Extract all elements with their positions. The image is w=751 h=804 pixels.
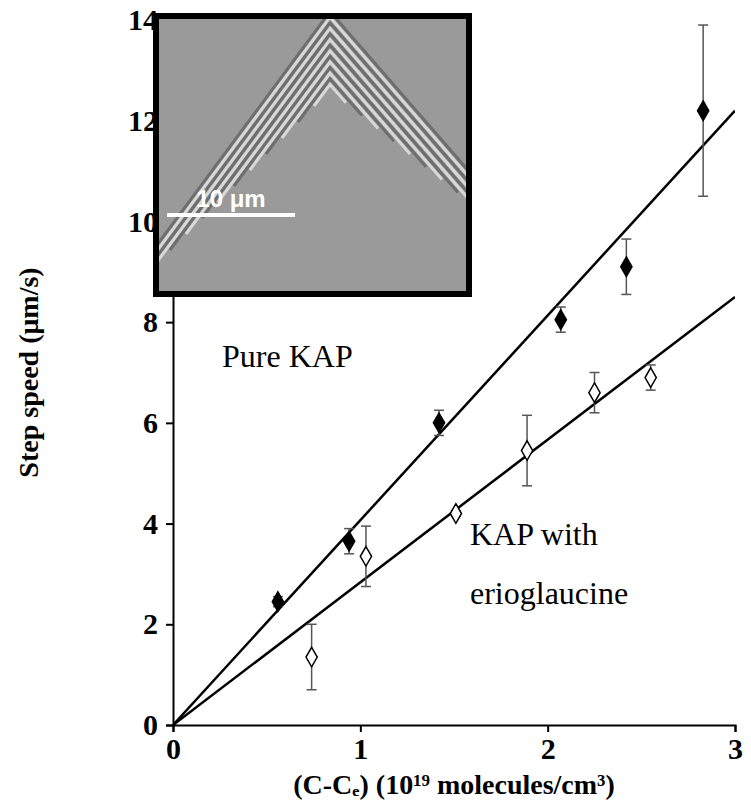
- tick-label: 8: [143, 305, 158, 338]
- error-cap: [698, 24, 708, 26]
- tick-mark: [735, 725, 737, 732]
- inset-step: [282, 73, 378, 138]
- point: [698, 101, 709, 121]
- point: [360, 547, 371, 567]
- tick: 0: [166, 725, 181, 765]
- tick-mark: [166, 422, 173, 424]
- inset-step: [314, 84, 346, 106]
- error-bar: [344, 529, 354, 554]
- point: [645, 368, 656, 388]
- error-cap: [344, 528, 354, 530]
- error-cap: [522, 485, 532, 487]
- tick-label: 0: [143, 708, 158, 741]
- error-cap: [621, 294, 631, 296]
- point: [555, 310, 566, 330]
- error-bar: [307, 624, 317, 689]
- y-axis-title: Step speed (μm/s): [13, 267, 44, 477]
- tick: 1: [353, 725, 368, 765]
- error-bar: [361, 526, 371, 586]
- error-cap: [621, 238, 631, 240]
- tick-mark: [166, 725, 173, 727]
- error-cap: [556, 331, 566, 333]
- tick: 8: [143, 305, 173, 338]
- inset-step: [266, 68, 394, 154]
- point: [450, 504, 461, 524]
- inset-image: 10 μm: [106, 12, 554, 314]
- point: [272, 592, 283, 612]
- tick-mark: [166, 624, 173, 626]
- point: [343, 531, 354, 551]
- error-cap: [307, 624, 317, 626]
- inset-step: [250, 62, 410, 170]
- series-label: KAP witherioglaucine: [470, 516, 628, 611]
- error-cap: [434, 410, 444, 412]
- point: [589, 383, 600, 403]
- error-cap: [646, 364, 656, 366]
- error-cap: [522, 415, 532, 417]
- error-bar: [621, 239, 631, 294]
- tick: 3: [728, 725, 743, 765]
- point: [521, 441, 532, 461]
- tick-label: 4: [143, 507, 158, 540]
- error-bar: [698, 25, 708, 196]
- inset-step: [155, 17, 470, 295]
- inset-step: [218, 51, 442, 202]
- error-cap: [698, 196, 708, 198]
- tick: 0: [143, 708, 173, 741]
- inset-step: [298, 79, 362, 122]
- inset-step: [186, 40, 470, 234]
- error-cap: [590, 412, 600, 414]
- tick-label: 1: [353, 732, 368, 765]
- error-cap: [344, 553, 354, 555]
- error-bar: [434, 410, 444, 435]
- fit-line: [173, 297, 735, 725]
- tick-label: 6: [143, 406, 158, 439]
- tick-label: 0: [166, 732, 181, 765]
- x-axis-title: (C-Cₑ) (10¹⁹ molecules/cm³): [293, 769, 615, 800]
- tick: 6: [143, 406, 173, 439]
- tick: 2: [541, 725, 556, 765]
- scale-bar: [167, 213, 295, 217]
- point: [621, 257, 632, 277]
- tick-label: 2: [541, 732, 556, 765]
- axis-line: [174, 726, 736, 733]
- error-cap: [361, 525, 371, 527]
- tick-mark: [360, 725, 362, 732]
- tick: 4: [143, 507, 173, 540]
- error-cap: [361, 586, 371, 588]
- tick: 2: [143, 607, 173, 640]
- error-cap: [646, 389, 656, 391]
- tick-mark: [166, 523, 173, 525]
- tick-label: 3: [728, 732, 743, 765]
- error-bar: [646, 365, 656, 390]
- tick-mark: [547, 725, 549, 732]
- error-cap: [434, 435, 444, 437]
- scale-bar-label: 10 μm: [196, 185, 265, 212]
- error-cap: [307, 689, 317, 691]
- error-bar: [590, 373, 600, 413]
- error-cap: [590, 372, 600, 374]
- inset-step: [170, 34, 470, 250]
- point: [433, 413, 444, 433]
- inset-step: [155, 23, 470, 282]
- inset-border: [157, 17, 468, 293]
- inset-step: [155, 15, 470, 295]
- error-bar: [556, 307, 566, 332]
- point: [306, 647, 317, 667]
- tick-mark: [166, 322, 173, 324]
- inset-step: [234, 56, 426, 186]
- chart: 012302468101214(C-Cₑ) (10¹⁹ molecules/cm…: [0, 0, 751, 804]
- error-bar: [522, 415, 532, 486]
- error-cap: [556, 306, 566, 308]
- x-axis: 0 1 2 3: [166, 725, 743, 765]
- inset-step: [155, 28, 470, 266]
- series-label: Pure KAP: [222, 338, 353, 374]
- tick-label: 2: [143, 607, 158, 640]
